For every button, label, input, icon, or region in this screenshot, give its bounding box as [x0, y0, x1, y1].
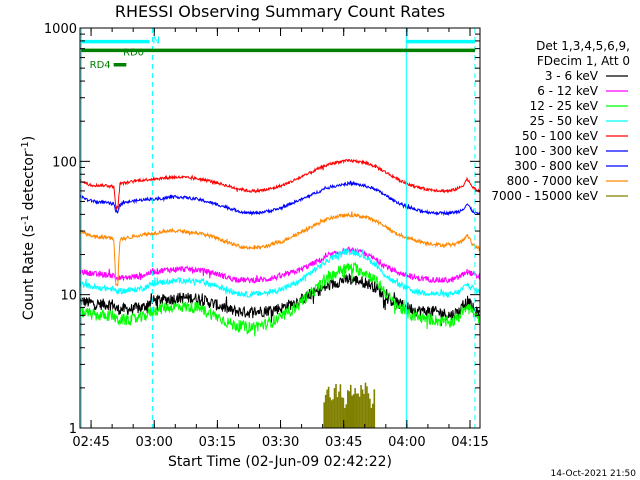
series-800-7000-kev [80, 211, 480, 287]
series-layer [80, 158, 480, 428]
x-axis-label: Start Time (02-Jun-09 02:42:22) [168, 454, 392, 470]
annotation-rd0-label: RD0 [123, 47, 144, 58]
y-axis-label: Count Rate (s-1 detector-1) [20, 136, 37, 320]
legend-label-100-300-kev: 100 - 300 keV [514, 144, 598, 158]
y-tick-label: 100 [52, 155, 77, 170]
annotation-n-label: N [152, 36, 159, 47]
legend-label-300-800-kev: 300 - 800 keV [514, 159, 598, 173]
legend-label-6-12-kev: 6 - 12 keV [537, 84, 599, 98]
x-tick-label: 02:45 [72, 435, 109, 450]
legend-label-25-50-kev: 25 - 50 keV [530, 114, 599, 128]
series-50-100-kev [80, 158, 480, 211]
legend-label-800-7000-kev: 800 - 7000 keV [507, 174, 599, 188]
series-100-300-kev [80, 180, 480, 217]
series-3-6-kev [80, 273, 480, 326]
y-tick-label: 1 [69, 422, 77, 437]
series-12-25-kev [80, 261, 480, 337]
x-tick-label: 03:15 [199, 435, 236, 450]
legend-label-12-25-kev: 12 - 25 keV [530, 99, 599, 113]
y-tick-label: 1000 [44, 22, 77, 37]
legend-header-line-2: FDecim 1, Att 0 [537, 54, 630, 68]
plot-frame [79, 27, 481, 429]
axis-ticks: 1 10 100 1000 02:45 03:00 03:15 03:30 03:45 04:00… [44, 22, 489, 450]
legend-label-7000-15000-kev: 7000 - 15000 keV [491, 189, 598, 203]
series-7000-15000-kev [323, 382, 376, 428]
x-tick-label: 03:00 [135, 435, 172, 450]
legend-label-3-6-kev: 3 - 6 keV [545, 69, 599, 83]
legend: Det 1,3,4,5,6,9, FDecim 1, Att 0 3 - 6 k… [491, 39, 630, 203]
series-6-12-kev [80, 246, 480, 284]
legend-header-line-1: Det 1,3,4,5,6,9, [536, 39, 630, 53]
chart-title: RHESSI Observing Summary Count Rates [115, 2, 445, 21]
annotation-rd4-label: RD4 [90, 60, 111, 71]
series-25-50-kev [80, 247, 480, 299]
x-tick-label: 04:15 [451, 435, 488, 450]
overlay-layer: N RD0 RD4 [80, 28, 476, 428]
x-tick-label: 03:30 [262, 435, 299, 450]
x-tick-label: 03:45 [325, 435, 362, 450]
x-tick-label: 04:00 [388, 435, 425, 450]
footer-timestamp: 14-Oct-2021 21:50 [551, 469, 637, 479]
legend-label-50-100-kev: 50 - 100 keV [522, 129, 599, 143]
y-tick-label: 10 [60, 289, 77, 304]
